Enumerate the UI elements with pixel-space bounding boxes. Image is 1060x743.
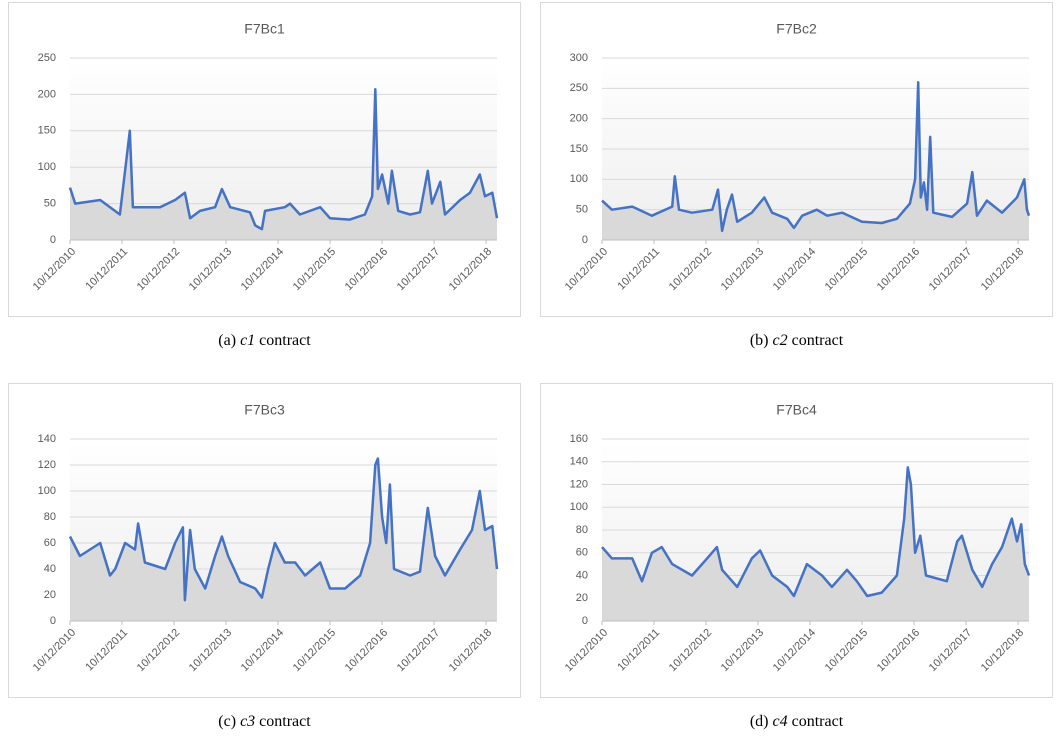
chart-title: F7Bc4 [776, 402, 817, 418]
caption-text: contract [259, 332, 311, 349]
y-tick-label: 50 [576, 204, 588, 216]
y-tick-label: 100 [38, 161, 56, 173]
caption-text: contract [792, 713, 844, 730]
y-tick-label: 250 [38, 52, 56, 64]
y-tick-label: 60 [576, 547, 588, 559]
caption-term: c4 [773, 713, 788, 730]
y-tick-label: 140 [38, 433, 56, 445]
y-tick-label: 20 [576, 592, 588, 604]
y-tick-label: 100 [570, 173, 588, 185]
line [601, 81, 1031, 233]
y-tick-label: 120 [570, 478, 588, 490]
y-tick-label: 20 [44, 589, 56, 601]
caption-term: c2 [773, 332, 788, 349]
caption: (a) c1 contract [218, 332, 311, 349]
area [70, 89, 497, 240]
y-tick-label: 200 [38, 88, 56, 100]
caption: (d) c4 contract [750, 713, 844, 730]
y-tick-label: 150 [570, 143, 588, 155]
caption-label: (b) [750, 332, 769, 349]
y-tick-label: 0 [50, 615, 56, 627]
y-tick-label: 40 [576, 569, 588, 581]
caption-label: (d) [750, 713, 769, 730]
y-tick-label: 200 [570, 113, 588, 125]
line [68, 457, 499, 602]
y-tick-label: 250 [570, 82, 588, 94]
caption-label: (a) [218, 332, 236, 349]
y-tick-label: 80 [576, 524, 588, 536]
y-tick-label: 80 [44, 511, 56, 523]
chart-title: F7Bc1 [244, 21, 285, 37]
caption-label: (c) [218, 713, 236, 730]
caption-text: contract [259, 713, 311, 730]
y-tick-label: 140 [570, 456, 588, 468]
y-tick-label: 0 [582, 234, 588, 246]
y-tick-label: 50 [44, 198, 56, 210]
area [602, 467, 1029, 621]
y-tick-label: 160 [570, 433, 588, 445]
caption-text: contract [792, 332, 844, 349]
y-tick-label: 150 [38, 125, 56, 137]
caption: (b) c2 contract [750, 332, 844, 349]
y-tick-label: 0 [582, 615, 588, 627]
line [68, 88, 499, 231]
y-tick-label: 60 [44, 537, 56, 549]
y-tick-label: 120 [38, 459, 56, 471]
line [601, 466, 1031, 598]
chart-title: F7Bc3 [244, 402, 285, 418]
y-tick-label: 0 [50, 234, 56, 246]
y-tick-label: 300 [570, 52, 588, 64]
y-tick-label: 40 [44, 563, 56, 575]
caption-term: c1 [240, 332, 255, 349]
chart-title: F7Bc2 [776, 21, 817, 37]
area [602, 82, 1029, 240]
caption: (c) c3 contract [218, 713, 311, 730]
caption-term: c3 [240, 713, 255, 730]
y-tick-label: 100 [570, 501, 588, 513]
y-tick-label: 100 [38, 485, 56, 497]
